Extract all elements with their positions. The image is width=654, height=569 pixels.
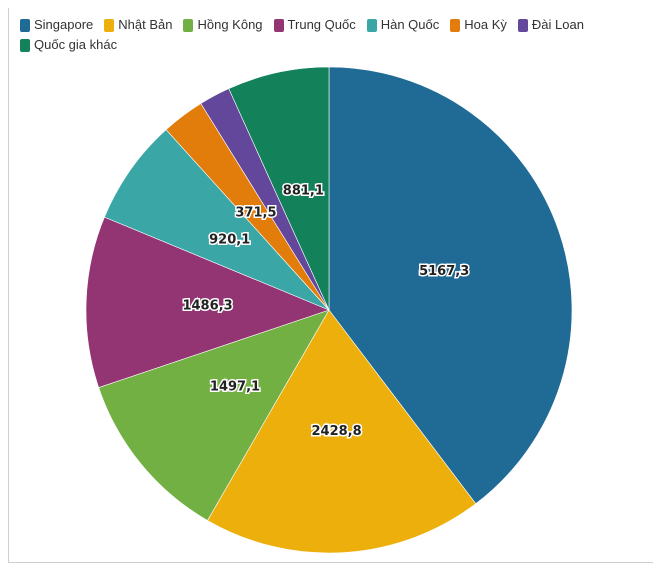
legend-swatch	[517, 18, 528, 32]
slice-data-label: 5167,3	[419, 264, 469, 279]
slice-data-label: 920,1	[209, 232, 250, 247]
chart-legend: Singapore Nhật Bản Hồng Kông Trung Quốc Hàn …	[20, 17, 620, 53]
legend-swatch	[183, 18, 194, 32]
legend-item[interactable]: Trung Quốc	[273, 17, 356, 33]
pie-slice[interactable]	[228, 66, 330, 311]
slice-data-label: 371,5	[235, 205, 276, 220]
legend-item[interactable]: Nhật Bản	[104, 17, 172, 33]
legend-swatch	[273, 18, 284, 32]
legend-item[interactable]: Singapore	[20, 17, 93, 33]
legend-label: Hàn Quốc	[380, 17, 440, 32]
legend-label: Đài Loan	[531, 17, 584, 32]
legend-swatch	[366, 18, 377, 32]
chart-frame	[8, 8, 653, 563]
slice-data-label: 1497,1	[210, 379, 260, 394]
legend-label: Hồng Kông	[197, 17, 263, 32]
legend-label: Quốc gia khác	[34, 37, 118, 52]
pie-slice[interactable]	[104, 129, 330, 311]
legend-label: Trung Quốc	[287, 17, 356, 32]
legend-swatch	[450, 18, 461, 32]
legend-swatch	[20, 18, 30, 32]
pie-slice[interactable]	[207, 309, 477, 554]
pie-slice[interactable]	[328, 66, 573, 505]
slice-data-label: 881,1	[283, 184, 324, 199]
legend-label: Nhật Bản	[118, 17, 173, 32]
legend-item[interactable]: Đài Loan	[517, 17, 584, 33]
pie-slice[interactable]	[98, 309, 330, 521]
slice-data-label: 1486,3	[182, 298, 232, 313]
legend-swatch	[104, 18, 115, 32]
legend-label: Hoa Kỳ	[464, 17, 507, 32]
legend-item[interactable]: Hoa Kỳ	[450, 17, 507, 33]
pie-slice[interactable]	[85, 216, 330, 388]
legend-item[interactable]: Quốc gia khác	[20, 37, 117, 53]
legend-item[interactable]: Hồng Kông	[183, 17, 263, 33]
legend-swatch	[20, 38, 30, 52]
legend-item[interactable]: Hàn Quốc	[366, 17, 440, 33]
slice-data-label: 2428,8	[311, 424, 361, 439]
legend-label: Singapore	[34, 17, 94, 32]
